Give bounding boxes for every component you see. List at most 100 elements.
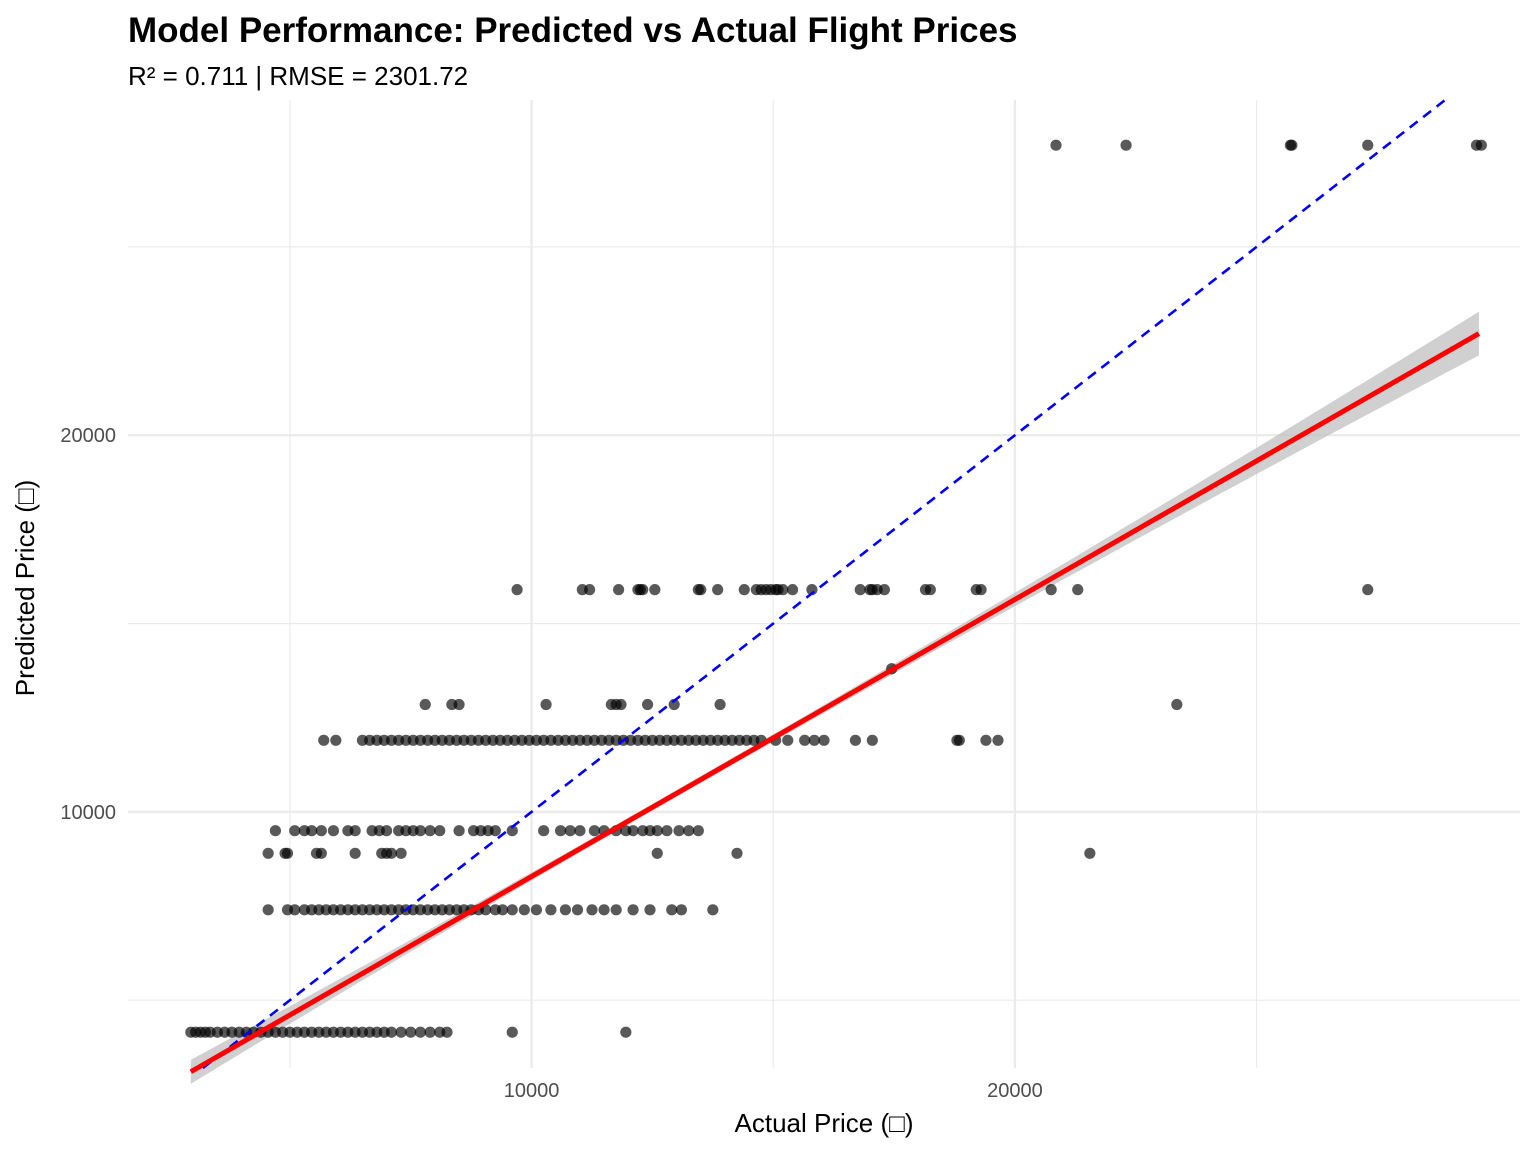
data-point (395, 1026, 407, 1038)
data-point (878, 584, 891, 596)
data-point (692, 825, 704, 837)
data-point (683, 825, 695, 837)
data-point (506, 1026, 518, 1038)
data-point (1286, 139, 1298, 151)
chart-subtitle: R² = 0.711 | RMSE = 2301.72 (128, 61, 468, 91)
data-point (559, 904, 572, 916)
data-point (306, 825, 318, 837)
data-point (953, 734, 965, 746)
data-point (695, 584, 707, 596)
data-point (627, 904, 639, 916)
data-point (434, 825, 446, 837)
data-point (612, 584, 625, 596)
confidence-band (190, 311, 1479, 1084)
data-points (185, 139, 1487, 1038)
data-point (731, 847, 743, 859)
data-point (530, 904, 543, 916)
data-point (385, 1026, 398, 1038)
confidence-band-layer (190, 311, 1479, 1084)
data-point (714, 698, 726, 711)
data-point (330, 734, 342, 746)
data-point (808, 734, 820, 746)
data-point (315, 847, 327, 859)
data-point (349, 825, 361, 837)
data-point (1171, 698, 1183, 711)
chart-title: Model Performance: Predicted vs Actual F… (128, 11, 1018, 50)
data-point (453, 698, 465, 711)
data-point (545, 904, 557, 916)
data-point (1362, 139, 1374, 151)
fit-line (189, 331, 1481, 1074)
data-point (395, 847, 407, 859)
data-point (318, 734, 330, 746)
data-point (1120, 139, 1132, 151)
data-point (712, 584, 724, 596)
data-point (349, 847, 361, 859)
data-point (540, 698, 552, 711)
x-axis-title: Actual Price (□) (735, 1108, 914, 1138)
data-point (782, 734, 794, 746)
data-point (1475, 139, 1487, 151)
data-point (419, 698, 431, 711)
data-point (405, 1026, 417, 1038)
data-point (651, 825, 663, 837)
data-point (786, 584, 799, 596)
data-point (385, 847, 398, 859)
data-point (637, 584, 649, 596)
data-point (980, 734, 992, 746)
data-point (627, 825, 639, 837)
data-point (620, 1026, 632, 1038)
data-point (668, 698, 680, 711)
data-point (289, 825, 301, 837)
data-point (644, 904, 656, 916)
y-axis-title: Predicted Price (□) (10, 480, 40, 697)
data-point (564, 825, 576, 837)
data-point (598, 904, 610, 916)
data-point (262, 904, 274, 916)
data-point (583, 584, 596, 596)
data-point (738, 584, 750, 596)
y-axis-ticks: 10000 20000 (60, 425, 116, 824)
data-point (327, 825, 340, 837)
y-tick-label: 20000 (60, 425, 116, 447)
data-point (661, 825, 673, 837)
x-tick-label: 20000 (987, 1080, 1043, 1102)
data-point (675, 904, 688, 916)
data-point (554, 825, 567, 837)
data-point (289, 904, 301, 916)
data-point (1045, 584, 1057, 596)
data-point (506, 825, 518, 837)
data-point (777, 584, 789, 596)
data-point (441, 1026, 453, 1038)
data-point (424, 1026, 436, 1038)
data-point (511, 584, 523, 596)
data-point (414, 1026, 427, 1038)
minor-gridlines (128, 100, 1520, 1068)
data-point (281, 847, 294, 859)
data-point (818, 734, 830, 746)
data-point (854, 584, 866, 596)
data-point (641, 698, 654, 711)
data-point (506, 904, 518, 916)
data-point (707, 904, 719, 916)
data-point (414, 825, 427, 837)
data-point (849, 734, 862, 746)
data-point (315, 825, 327, 837)
data-point (1084, 847, 1096, 859)
data-point (610, 904, 622, 916)
data-point (615, 698, 627, 711)
data-point (673, 825, 685, 837)
data-point (799, 734, 811, 746)
data-point (489, 825, 501, 837)
data-point (496, 904, 509, 916)
data-point (571, 904, 584, 916)
data-point (424, 825, 436, 837)
data-point (651, 847, 663, 859)
data-point (518, 904, 530, 916)
data-point (586, 904, 598, 916)
data-point (380, 825, 393, 837)
data-point (992, 734, 1004, 746)
x-axis-ticks: 10000 20000 (504, 1080, 1043, 1102)
reference-line (202, 98, 1446, 1070)
